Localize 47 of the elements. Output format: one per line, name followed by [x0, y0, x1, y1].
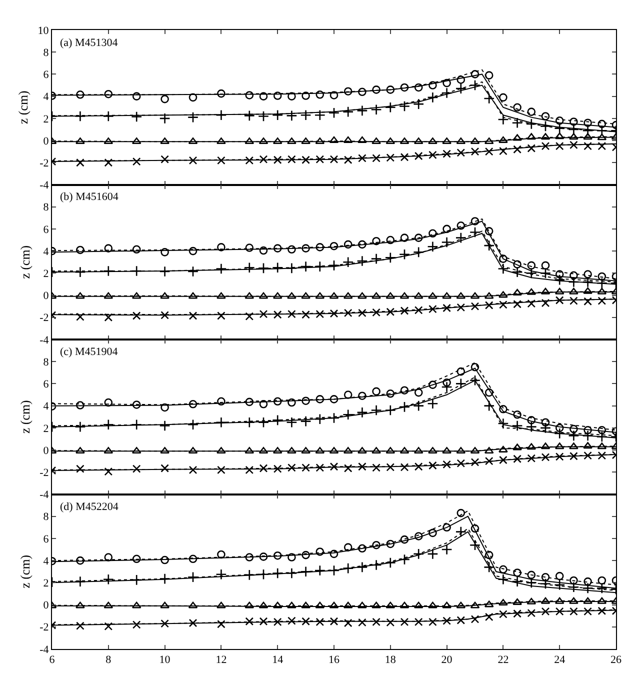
text: (b) M451604	[60, 191, 119, 203]
text: (a) M451304	[60, 37, 118, 49]
x-tick-label: 14	[272, 654, 284, 666]
x-tick-label: 26	[610, 654, 622, 666]
x-tick-label: 24	[554, 654, 566, 666]
y-tick-label: 4	[43, 91, 50, 104]
y-tick-label: 8	[43, 46, 50, 59]
y-tick-label: 2	[43, 113, 49, 126]
y-axis-title: z (cm)	[18, 554, 33, 588]
y-tick-label: 8	[43, 511, 50, 524]
y-tick-label: 6	[43, 69, 50, 82]
x-tick-label: 18	[384, 654, 396, 666]
y-tick-label: 6	[43, 224, 50, 236]
y-tick-label: 6	[43, 378, 50, 391]
y-axis-title: z (cm)	[18, 245, 33, 279]
y-tick-label: -4	[40, 334, 50, 346]
y-tick-label: 4	[43, 246, 50, 258]
y-tick-label: 0	[43, 135, 50, 148]
y-tick-label: 2	[43, 578, 49, 590]
y-tick-label: 0	[43, 444, 50, 457]
y-tick-label: -4	[40, 180, 50, 192]
x-tick-label: 8	[106, 654, 112, 666]
text: (d) M452204	[60, 501, 119, 513]
y-tick-label: 8	[43, 202, 50, 214]
y-tick-label: -2	[40, 466, 49, 479]
y-tick-label: 2	[43, 422, 49, 435]
y-tick-label: -2	[40, 157, 49, 170]
y-tick-label: -4	[40, 644, 50, 656]
y-tick-label: -2	[40, 622, 49, 634]
y-tick-label: 2	[43, 268, 49, 280]
y-tick-label: 4	[43, 400, 50, 413]
y-tick-label: 10	[38, 24, 50, 37]
x-tick-label: 16	[328, 654, 340, 666]
x-tick-label: 10	[159, 654, 171, 666]
y-axis-title: z (cm)	[16, 90, 31, 124]
y-tick-label: 0	[43, 290, 50, 302]
y-tick-label: 8	[43, 356, 50, 368]
x-tick-label: 20	[441, 654, 453, 666]
x-tick-label: 12	[216, 654, 227, 666]
y-tick-label: 0	[43, 600, 50, 612]
y-tick-label: 4	[43, 555, 50, 568]
y-axis-title: z (cm)	[18, 400, 33, 434]
y-tick-label: 6	[43, 533, 50, 546]
y-tick-label: -4	[40, 489, 50, 502]
text: (c) M451904	[60, 346, 118, 358]
x-tick-label: 22	[498, 654, 509, 666]
y-tick-label: -2	[40, 312, 49, 324]
